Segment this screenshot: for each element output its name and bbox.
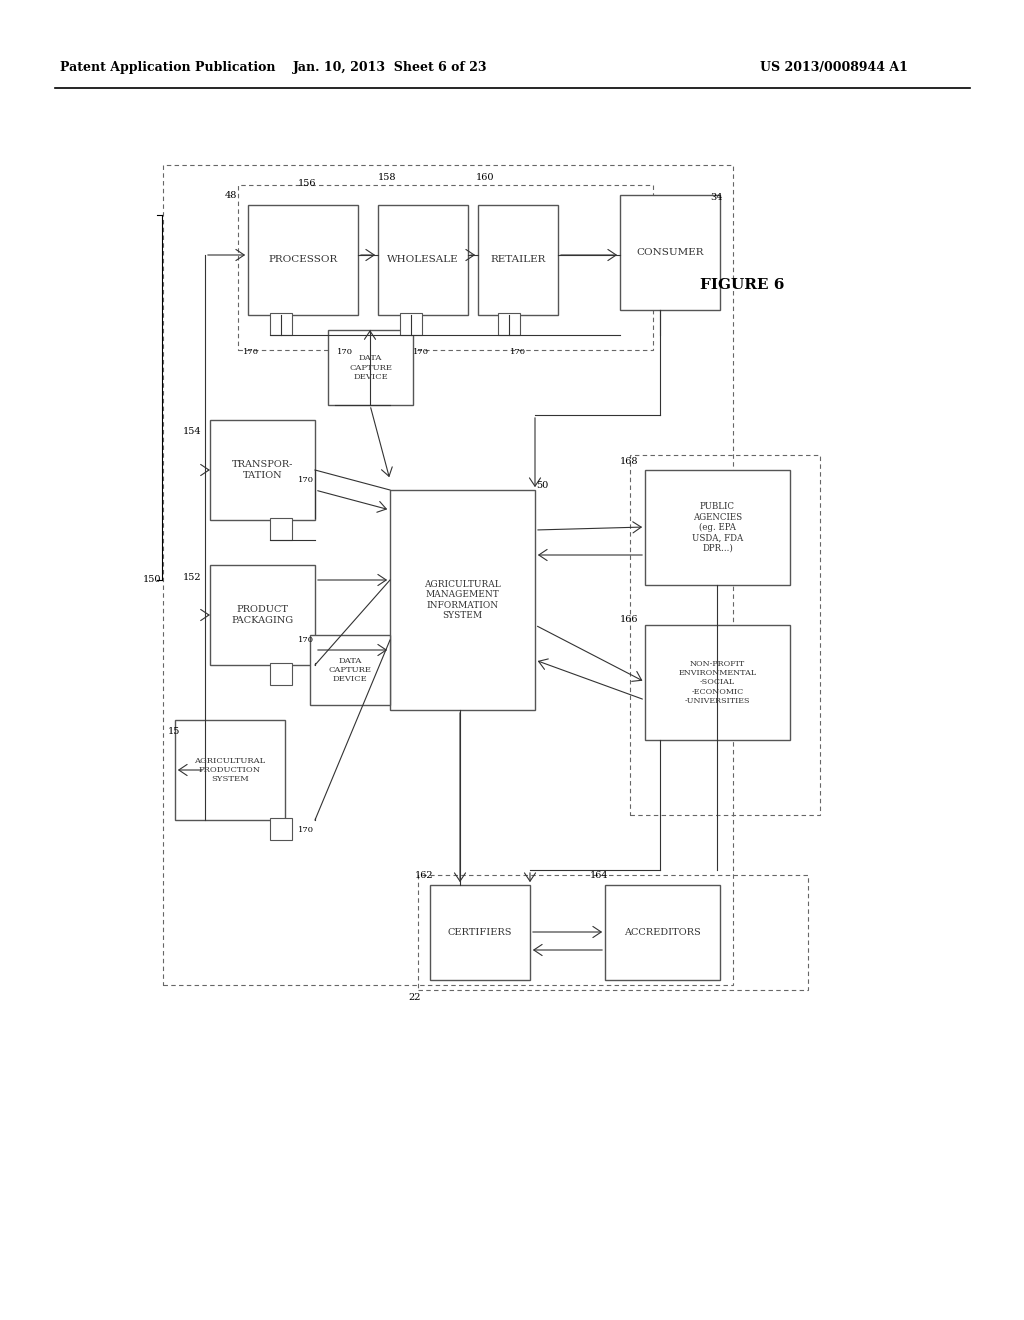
Text: 154: 154 (183, 428, 202, 437)
Text: 170: 170 (337, 348, 353, 356)
Bar (400, 313, 422, 335)
Bar (498, 313, 520, 335)
Text: 170: 170 (298, 477, 314, 484)
Bar (328, 330, 413, 405)
Text: 170: 170 (243, 348, 259, 356)
Text: 22: 22 (408, 994, 421, 1002)
Text: 168: 168 (620, 458, 639, 466)
Text: 170: 170 (298, 826, 314, 834)
Text: Patent Application Publication: Patent Application Publication (60, 62, 275, 74)
Bar (270, 818, 292, 840)
Text: 162: 162 (415, 870, 433, 879)
Text: PRODUCT
PACKAGING: PRODUCT PACKAGING (231, 606, 294, 624)
Text: PUBLIC
AGENCIES
(eg. EPA
USDA, FDA
DPR...): PUBLIC AGENCIES (eg. EPA USDA, FDA DPR..… (692, 502, 743, 553)
Text: 158: 158 (378, 173, 396, 182)
Bar (630, 455, 820, 814)
Bar (175, 719, 285, 820)
Bar (478, 205, 558, 315)
Text: 170: 170 (510, 348, 526, 356)
Text: CONSUMER: CONSUMER (636, 248, 703, 257)
Text: NON-PROFIT
ENVIRONMENTAL
-SOCIAL
-ECONOMIC
-UNIVERSITIES: NON-PROFIT ENVIRONMENTAL -SOCIAL -ECONOM… (679, 660, 757, 705)
Text: DATA
CAPTURE
DEVICE: DATA CAPTURE DEVICE (349, 354, 392, 380)
Bar (210, 565, 315, 665)
Text: PROCESSOR: PROCESSOR (268, 256, 338, 264)
Text: 50: 50 (536, 480, 548, 490)
Text: ACCREDITORS: ACCREDITORS (624, 928, 700, 937)
Bar (645, 470, 790, 585)
Bar (605, 884, 720, 979)
Text: FIGURE 6: FIGURE 6 (700, 279, 784, 292)
Bar (418, 875, 808, 990)
Bar (310, 635, 390, 705)
Text: 164: 164 (590, 870, 608, 879)
Text: 48: 48 (225, 190, 238, 199)
Bar (645, 624, 790, 741)
Bar (210, 420, 315, 520)
Bar (270, 313, 292, 335)
Text: CERTIFIERS: CERTIFIERS (447, 928, 512, 937)
Text: 34: 34 (710, 193, 723, 202)
Text: 156: 156 (298, 178, 316, 187)
Text: 166: 166 (620, 615, 639, 624)
Bar (163, 165, 733, 985)
Text: 150: 150 (143, 576, 162, 585)
Bar (620, 195, 720, 310)
Bar (270, 663, 292, 685)
Text: AGRICULTURAL
MANAGEMENT
INFORMATION
SYSTEM: AGRICULTURAL MANAGEMENT INFORMATION SYST… (424, 579, 501, 620)
Text: 170: 170 (298, 636, 314, 644)
Bar (238, 185, 653, 350)
Bar (270, 517, 292, 540)
Bar (390, 490, 535, 710)
Text: 170: 170 (413, 348, 429, 356)
Text: AGRICULTURAL
PRODUCTION
SYSTEM: AGRICULTURAL PRODUCTION SYSTEM (195, 756, 265, 783)
Bar (378, 205, 468, 315)
Text: 15: 15 (168, 727, 180, 737)
Text: US 2013/0008944 A1: US 2013/0008944 A1 (760, 62, 908, 74)
Text: 152: 152 (183, 573, 202, 582)
Text: DATA
CAPTURE
DEVICE: DATA CAPTURE DEVICE (329, 657, 372, 684)
Text: WHOLESALE: WHOLESALE (387, 256, 459, 264)
Text: RETAILER: RETAILER (490, 256, 546, 264)
Bar (248, 205, 358, 315)
Text: Jan. 10, 2013  Sheet 6 of 23: Jan. 10, 2013 Sheet 6 of 23 (293, 62, 487, 74)
Text: TRANSPOR-
TATION: TRANSPOR- TATION (231, 461, 293, 479)
Text: 160: 160 (476, 173, 495, 182)
Bar (430, 884, 530, 979)
